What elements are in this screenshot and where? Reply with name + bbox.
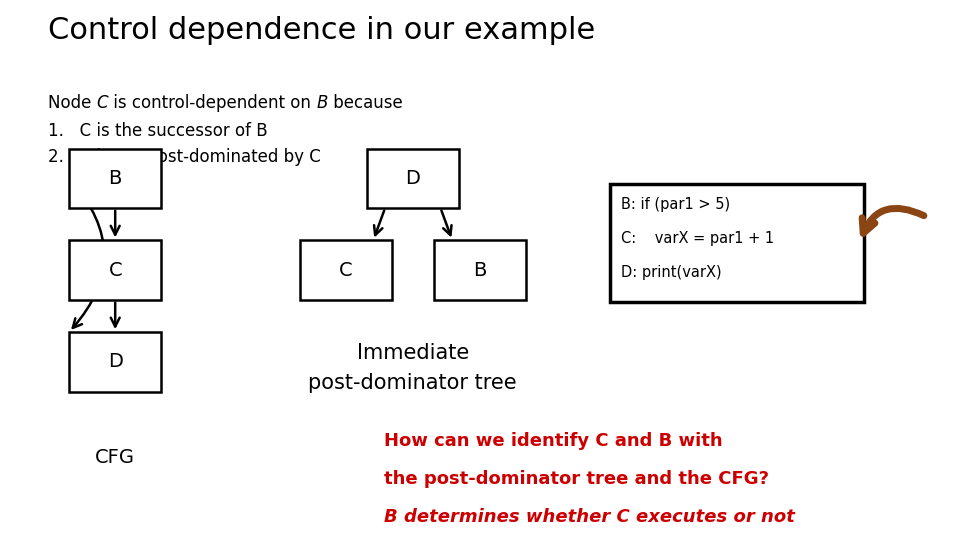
Text: 1.   C is the successor of B: 1. C is the successor of B	[48, 122, 268, 139]
FancyArrowPatch shape	[862, 208, 924, 233]
FancyBboxPatch shape	[69, 148, 161, 208]
FancyArrowPatch shape	[71, 180, 105, 328]
Text: C: C	[339, 260, 352, 280]
FancyBboxPatch shape	[69, 332, 161, 392]
Text: B: B	[317, 94, 327, 112]
Text: D: D	[108, 352, 123, 372]
Text: B: B	[108, 168, 122, 188]
Text: C:    varX = par1 + 1: C: varX = par1 + 1	[621, 231, 775, 246]
FancyBboxPatch shape	[434, 240, 526, 300]
Text: D: D	[405, 168, 420, 188]
Text: 2.   B is not post-dominated by C: 2. B is not post-dominated by C	[48, 148, 321, 166]
Text: D: print(varX): D: print(varX)	[621, 265, 722, 280]
FancyBboxPatch shape	[367, 148, 459, 208]
Text: C: C	[108, 260, 122, 280]
Text: Control dependence in our example: Control dependence in our example	[48, 16, 595, 45]
Text: because: because	[327, 94, 402, 112]
Text: Node: Node	[48, 94, 97, 112]
FancyBboxPatch shape	[300, 240, 392, 300]
Text: post-dominator tree: post-dominator tree	[308, 373, 517, 393]
FancyBboxPatch shape	[69, 240, 161, 300]
Text: B: B	[473, 260, 487, 280]
Text: B: if (par1 > 5): B: if (par1 > 5)	[621, 197, 731, 212]
Text: C: C	[97, 94, 108, 112]
Text: is control-dependent on: is control-dependent on	[108, 94, 317, 112]
Text: CFG: CFG	[95, 448, 135, 467]
Text: How can we identify C and B with: How can we identify C and B with	[384, 432, 723, 450]
Text: B determines whether C executes or not: B determines whether C executes or not	[384, 508, 795, 525]
Text: Immediate: Immediate	[357, 343, 468, 363]
FancyBboxPatch shape	[610, 184, 864, 302]
Text: the post-dominator tree and the CFG?: the post-dominator tree and the CFG?	[384, 470, 769, 488]
